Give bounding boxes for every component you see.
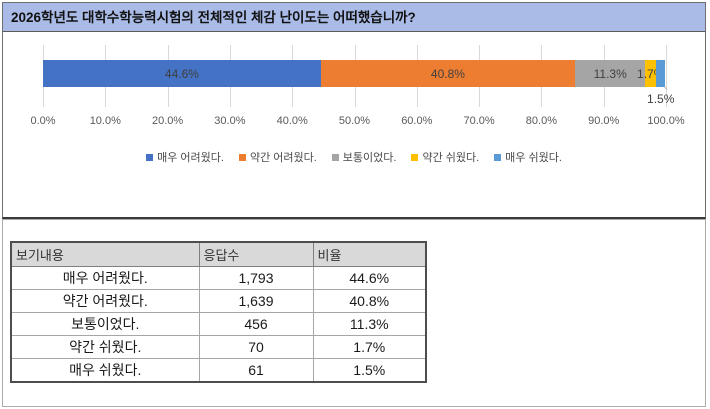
legend-marker-icon [411, 153, 419, 161]
cell-label: 보통이었다. [10, 312, 200, 336]
legend-label: 약간 쉬웠다. [422, 152, 480, 164]
data-label: 44.6% [164, 66, 199, 81]
page-title: 2026학년도 대학수학능력시험의 전체적인 체감 난이도는 어떠했습니까? [11, 10, 416, 25]
cell-label: 매우 쉬웠다. [10, 358, 200, 383]
table-row: 약간 어려웠다. 1,639 40.8% [10, 289, 427, 313]
cell-count: 456 [198, 312, 314, 336]
legend-marker-icon [494, 153, 502, 161]
cell-pct: 1.5% [312, 358, 427, 383]
cell-pct: 1.7% [312, 335, 427, 359]
legend-item: 보통이었다. [331, 149, 397, 165]
legend-marker-icon [238, 153, 246, 161]
axis-tick-label: 100.0% [647, 115, 685, 127]
cell-count: 1,793 [198, 266, 314, 290]
column-header-ratio: 비율 [312, 241, 427, 267]
legend-marker-icon [331, 153, 339, 161]
cell-pct: 40.8% [312, 289, 427, 313]
legend-item: 매우 어려웠다. [146, 149, 224, 165]
legend-label: 약간 어려웠다. [249, 152, 317, 164]
table-row: 약간 쉬웠다. 70 1.7% [10, 335, 427, 359]
bar-segment: 11.3% [575, 60, 646, 87]
legend-item: 매우 쉬웠다. [494, 149, 562, 165]
chart-plot: 0.0% 10.0% 20.0% 30.0% 40.0% 50.0% 60.0% 70.0% 8… [3, 32, 705, 216]
axis-tick-label: 90.0% [588, 115, 620, 127]
table-header-row: 보기내용 응답수 비율 [10, 241, 427, 267]
bar-segment [655, 60, 666, 87]
axis-tick-label: 30.0% [214, 115, 246, 127]
cell-count: 61 [198, 358, 314, 383]
axis-tick-label: 60.0% [401, 115, 433, 127]
legend-label: 매우 어려웠다. [157, 152, 224, 164]
axis-tick-label: 20.0% [151, 115, 184, 127]
cell-label: 매우 어려웠다. [10, 266, 200, 290]
legend-item: 약간 쉬웠다. [411, 149, 479, 165]
data-label: 1.5% [647, 92, 675, 106]
axis-tick-label: 0.0% [30, 115, 56, 127]
bar-segment: 40.8% [320, 60, 576, 87]
question-title-bar: 2026학년도 대학수학능력시험의 전체적인 체감 난이도는 어떠했습니까? [3, 3, 705, 32]
cell-label: 약간 어려웠다. [10, 289, 200, 313]
bar-segment: 1.7% [637, 60, 664, 87]
legend: 매우 어려웠다. 약간 어려웠다. 보통이었다. 약간 쉬웠다. 매우 쉬웠다. [3, 149, 705, 165]
axis-tick-label: 40.0% [276, 115, 308, 127]
axis-tick-label: 50.0% [338, 115, 371, 127]
axis-tick-label: 70.0% [463, 115, 495, 127]
table-row: 매우 쉬웠다. 61 1.5% [10, 358, 427, 383]
table-row: 보통이었다. 456 11.3% [10, 312, 427, 336]
chart-panel: 2026학년도 대학수학능력시험의 전체적인 체감 난이도는 어떠했습니까? 0… [2, 2, 706, 219]
results-table: 보기내용 응답수 비율 매우 어려웠다. 1,793 44.6% 약간 어려웠다. 1,… [10, 241, 427, 383]
legend-item: 약간 어려웠다. [238, 149, 317, 165]
data-label: 40.8% [430, 66, 465, 81]
axis-tick-label: 10.0% [89, 115, 121, 127]
stacked-bar: 44.6% 40.8% 11.3% 1.7% [43, 60, 666, 87]
legend-label: 매우 쉬웠다. [505, 152, 562, 164]
table-row: 매우 어려웠다. 1,793 44.6% [10, 266, 427, 290]
table-panel: 보기내용 응답수 비율 매우 어려웠다. 1,793 44.6% 약간 어려웠다. 1,… [2, 219, 706, 407]
data-label: 11.3% [593, 66, 627, 81]
axis-tick-label: 80.0% [525, 115, 557, 127]
column-header-choice: 보기내용 [10, 241, 200, 267]
cell-pct: 44.6% [312, 266, 427, 290]
cell-label: 약간 쉬웠다. [10, 335, 200, 359]
column-header-responses: 응답수 [198, 241, 314, 267]
gridline [666, 45, 667, 107]
cell-count: 70 [198, 335, 314, 359]
cell-pct: 11.3% [312, 312, 427, 336]
legend-label: 보통이었다. [342, 152, 397, 164]
bar-segment: 44.6% [43, 60, 321, 87]
legend-marker-icon [146, 153, 154, 161]
cell-count: 1,639 [198, 289, 314, 313]
